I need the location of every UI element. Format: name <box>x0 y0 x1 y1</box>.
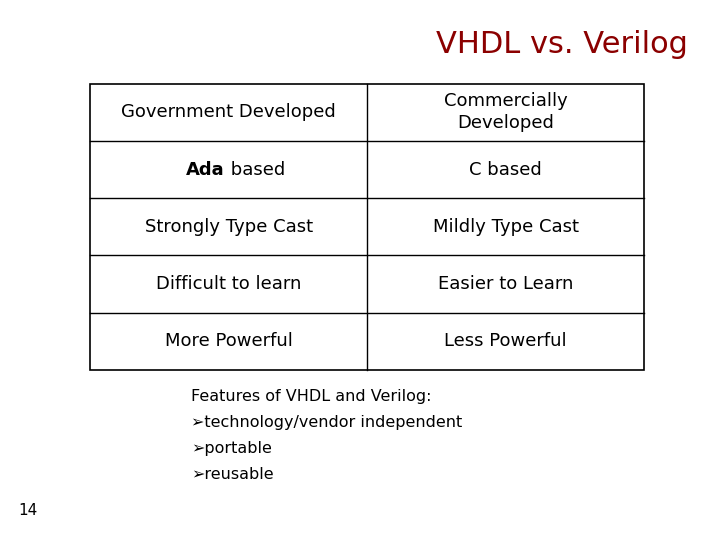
Text: ➢technology/vendor independent: ➢technology/vendor independent <box>191 415 462 430</box>
Text: C based: C based <box>469 160 542 179</box>
Text: Strongly Type Cast: Strongly Type Cast <box>145 218 312 236</box>
Text: 14: 14 <box>18 503 37 518</box>
Text: ➢reusable: ➢reusable <box>191 467 274 482</box>
Text: Features of VHDL and Verilog:: Features of VHDL and Verilog: <box>191 389 431 404</box>
Text: Easier to Learn: Easier to Learn <box>438 275 574 293</box>
Text: Commercially
Developed: Commercially Developed <box>444 92 567 132</box>
Text: Government Developed: Government Developed <box>121 103 336 122</box>
Bar <box>90 84 644 370</box>
Text: Mildly Type Cast: Mildly Type Cast <box>433 218 579 236</box>
Text: Difficult to learn: Difficult to learn <box>156 275 301 293</box>
Text: Less Powerful: Less Powerful <box>444 332 567 350</box>
Text: ➢portable: ➢portable <box>191 441 271 456</box>
Text: Ada: Ada <box>186 160 225 179</box>
Text: More Powerful: More Powerful <box>165 332 292 350</box>
Text: based: based <box>225 160 285 179</box>
Text: VHDL vs. Verilog: VHDL vs. Verilog <box>436 30 688 59</box>
